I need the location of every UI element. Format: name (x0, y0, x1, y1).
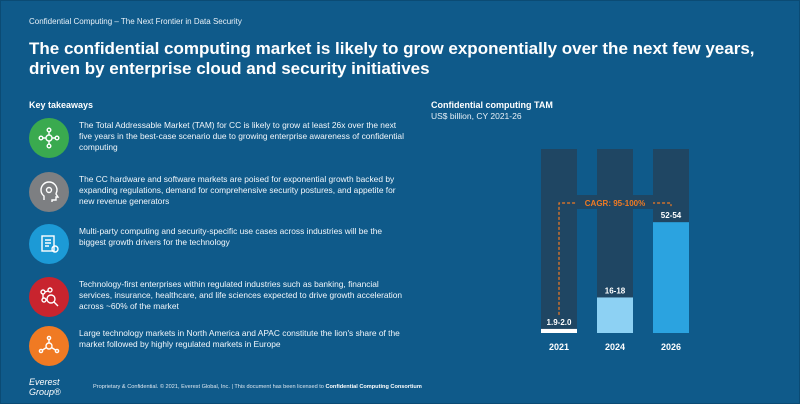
cagr-annotation: CAGR: 95-100% (585, 199, 645, 208)
footer-licensee: Confidential Computing Consortium (325, 384, 422, 390)
tam-bar-chart: 1.9-2.0 2021 16-18 2024 52-54 2026 CAGR: 95-10… (541, 149, 689, 352)
hub-icon (29, 326, 69, 366)
chart-title: Confidential computing TAM (431, 100, 553, 110)
takeaway-item: The Total Addressable Market (TAM) for C… (29, 118, 409, 158)
category-label: 2021 (549, 342, 569, 352)
takeaway-item: The CC hardware and software markets are… (29, 172, 409, 212)
takeaway-text: Technology-first enterprises within regu… (79, 279, 403, 311)
bar (597, 297, 633, 333)
head-gear-icon (29, 172, 69, 212)
category-label: 2026 (661, 342, 681, 352)
takeaway-text: Large technology markets in North Americ… (79, 328, 400, 349)
footer-text: Proprietary & Confidential. © 2021, Ever… (93, 384, 422, 390)
takeaways-heading: Key takeaways (29, 100, 94, 110)
takeaway-item: Large technology markets in North Americ… (29, 326, 409, 366)
bar-value-label: 16-18 (605, 286, 626, 295)
bar (541, 328, 577, 333)
breadcrumb: Confidential Computing – The Next Fronti… (29, 17, 242, 26)
takeaway-text: Multi-party computing and security-speci… (79, 226, 383, 247)
takeaway-text: The CC hardware and software markets are… (79, 174, 396, 206)
footer-copyright: Proprietary & Confidential. © 2021, Ever… (93, 384, 324, 390)
page-title: The confidential computing market is lik… (29, 39, 755, 78)
category-label: 2024 (605, 342, 625, 352)
bar-value-label: 52-54 (661, 211, 682, 220)
document-gear-icon (29, 224, 69, 264)
network-people-icon (29, 118, 69, 158)
takeaway-item: Multi-party computing and security-speci… (29, 224, 409, 264)
network-magnifier-icon (29, 277, 69, 317)
bar-track (541, 149, 577, 333)
takeaway-text: The Total Addressable Market (TAM) for C… (79, 120, 404, 152)
bar-value-label: 1.9-2.0 (547, 318, 572, 327)
takeaway-item: Technology-first enterprises within regu… (29, 277, 409, 317)
bar (653, 222, 689, 333)
chart-subtitle: US$ billion, CY 2021-26 (431, 111, 522, 121)
cagr-label-bg (577, 195, 653, 209)
company-logo: Everest Group® (29, 377, 61, 397)
